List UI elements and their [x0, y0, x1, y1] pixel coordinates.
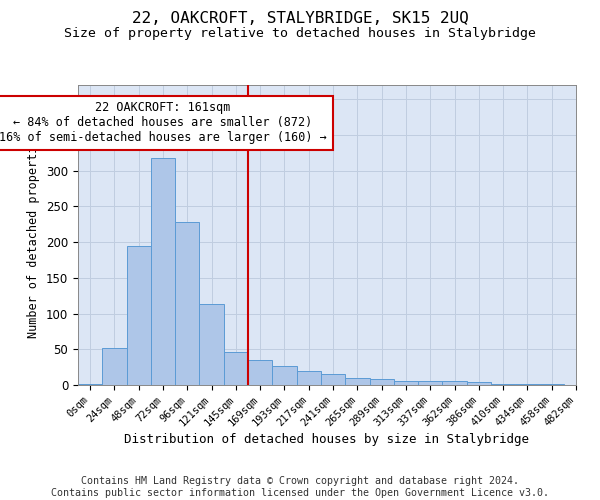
- Bar: [199, 304, 224, 385]
- Bar: [151, 158, 175, 385]
- Bar: [296, 370, 321, 385]
- Bar: [515, 384, 539, 385]
- Text: Size of property relative to detached houses in Stalybridge: Size of property relative to detached ho…: [64, 28, 536, 40]
- Bar: [345, 378, 370, 385]
- Bar: [127, 246, 151, 385]
- Bar: [224, 352, 248, 385]
- Bar: [370, 380, 394, 385]
- Y-axis label: Number of detached properties: Number of detached properties: [28, 132, 40, 338]
- Bar: [442, 382, 467, 385]
- Bar: [272, 366, 296, 385]
- Bar: [321, 374, 345, 385]
- Text: Distribution of detached houses by size in Stalybridge: Distribution of detached houses by size …: [125, 432, 530, 446]
- Bar: [248, 360, 272, 385]
- Text: 22, OAKCROFT, STALYBRIDGE, SK15 2UQ: 22, OAKCROFT, STALYBRIDGE, SK15 2UQ: [131, 11, 469, 26]
- Text: Contains HM Land Registry data © Crown copyright and database right 2024.
Contai: Contains HM Land Registry data © Crown c…: [51, 476, 549, 498]
- Bar: [467, 382, 491, 385]
- Bar: [539, 384, 564, 385]
- Bar: [78, 384, 102, 385]
- Bar: [102, 348, 127, 385]
- Bar: [491, 384, 515, 385]
- Bar: [418, 382, 442, 385]
- Text: 22 OAKCROFT: 161sqm
← 84% of detached houses are smaller (872)
16% of semi-detac: 22 OAKCROFT: 161sqm ← 84% of detached ho…: [0, 102, 327, 144]
- Bar: [175, 222, 199, 385]
- Bar: [394, 380, 418, 385]
